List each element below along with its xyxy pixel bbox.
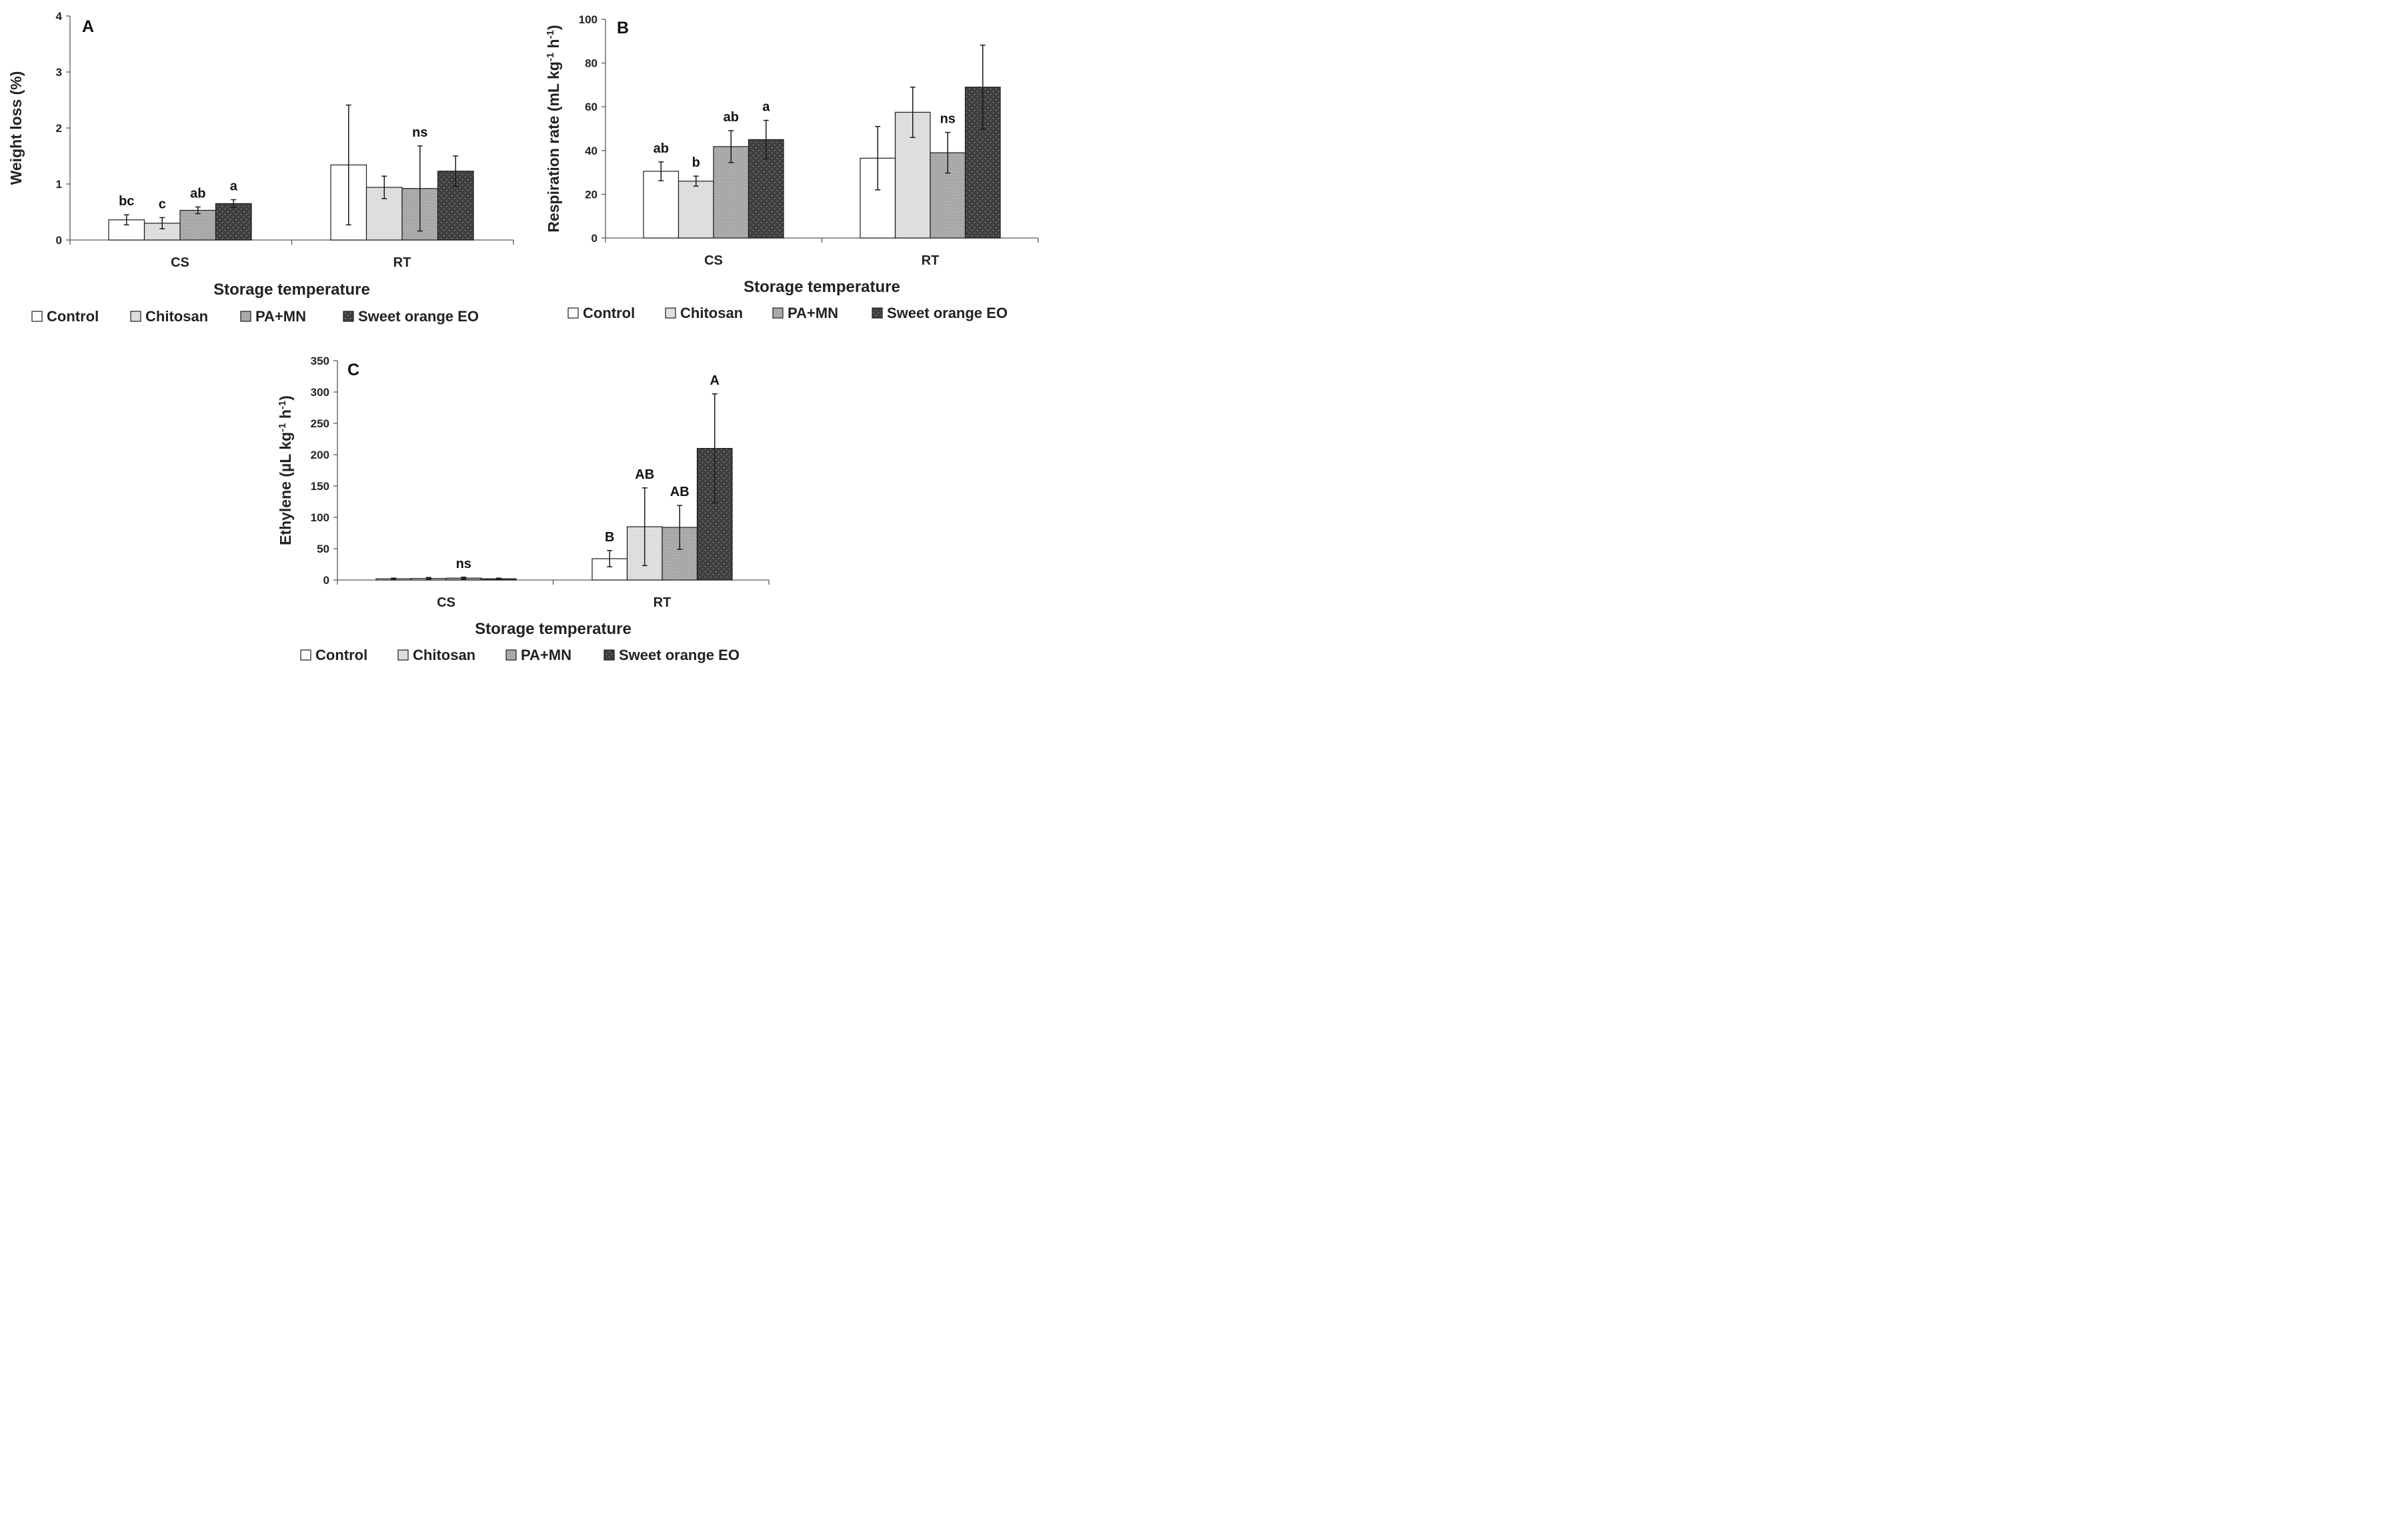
significance-letter: AB	[635, 467, 654, 482]
significance-letter: c	[159, 197, 166, 211]
legend-label: Control	[315, 647, 367, 663]
legend-swatch	[343, 311, 354, 322]
y-tick-label: 80	[585, 57, 597, 70]
significance-letter: AB	[670, 485, 690, 499]
legend-swatch	[397, 649, 409, 661]
legend-swatch	[665, 307, 676, 319]
significance-letter: ab	[724, 110, 739, 125]
y-tick-label: 100	[311, 511, 329, 524]
legend-label: Sweet orange EO	[358, 308, 479, 325]
legend-label: Sweet orange EO	[619, 647, 740, 663]
y-tick-label: 1	[56, 178, 62, 191]
significance-letter: b	[692, 155, 700, 170]
legend-label: Chitosan	[680, 305, 743, 321]
category-label: RT	[922, 253, 940, 268]
y-tick-label: 150	[311, 480, 329, 493]
category-label: CS	[704, 253, 723, 268]
bar-cs-3	[748, 139, 784, 239]
legend-label: Control	[47, 308, 99, 325]
legend-swatch	[505, 649, 517, 661]
legend-label: PA+MN	[521, 647, 571, 663]
significance-letter: ab	[654, 141, 669, 156]
y-tick-label: 100	[579, 13, 597, 26]
y-tick-label: 2	[56, 122, 62, 135]
legend-label: Sweet orange EO	[887, 305, 1008, 321]
y-tick-label: 4	[56, 10, 63, 23]
y-tick-label: 0	[591, 232, 597, 245]
y-tick-label: 50	[317, 543, 329, 555]
legend-label: PA+MN	[788, 305, 838, 321]
legend-swatch	[240, 311, 251, 322]
significance-letter: ns	[412, 125, 427, 140]
x-axis-title: Storage temperature	[213, 281, 370, 299]
legend-label: Chitosan	[413, 647, 475, 663]
category-label: RT	[654, 595, 672, 610]
bar-cs-1	[678, 181, 714, 239]
chart-panel-a: 0 1 2 3 4 CS RT bc c ab a ns A Storage temperature Wei…	[7, 10, 514, 325]
chart-panel-c: 0 50 100 150 200 250 300 350 CS RT ns B AB AB A C Storag…	[277, 355, 770, 663]
legend-swatch	[130, 311, 141, 322]
legend-swatch	[31, 311, 43, 322]
y-tick-label: 0	[56, 234, 62, 247]
significance-letter: a	[762, 100, 770, 115]
panel-label: A	[82, 17, 94, 36]
y-tick-label: 350	[311, 355, 329, 367]
bar-cs-0	[643, 171, 680, 239]
y-tick-label: 60	[585, 101, 597, 113]
significance-letter: A	[710, 373, 720, 388]
significance-letter: ns	[940, 112, 956, 127]
significance-letter: bc	[119, 194, 134, 209]
significance-letter: ns	[456, 557, 471, 571]
y-tick-label: 20	[585, 188, 597, 201]
bar-cs-3	[215, 203, 252, 241]
y-axis-title: Weight loss (%)	[7, 71, 25, 185]
significance-letter: B	[605, 530, 614, 545]
y-tick-label: 40	[585, 145, 597, 157]
significance-letter: ab	[190, 186, 205, 201]
significance-letter: a	[230, 179, 238, 194]
legend-label: Chitosan	[145, 308, 208, 325]
x-axis-title: Storage temperature	[744, 278, 900, 296]
legend-label: PA+MN	[255, 308, 306, 325]
y-axis-title: Respiration rate (mL kg-1 h-1)	[545, 25, 563, 232]
panel-label: B	[617, 19, 629, 37]
y-tick-label: 0	[323, 574, 329, 587]
legend-swatch	[872, 307, 883, 319]
y-tick-label: 300	[311, 386, 329, 399]
x-axis-title: Storage temperature	[475, 620, 632, 638]
chart-panel-b: 0 20 40 60 80 100 CS RT ab b ab a ns B Storage tempera…	[545, 13, 1039, 321]
legend-swatch	[567, 307, 579, 319]
legend-swatch	[772, 307, 784, 319]
y-tick-label: 200	[311, 449, 329, 461]
legend-swatch	[604, 649, 615, 661]
legend-swatch	[300, 649, 311, 661]
y-tick-label: 250	[311, 417, 329, 430]
y-axis-title: Ethylene (µL kg-1 h-1)	[277, 395, 295, 545]
legend-label: Control	[583, 305, 635, 321]
category-label: RT	[393, 255, 411, 270]
bar-cs-2	[179, 209, 217, 241]
category-label: CS	[171, 255, 189, 270]
y-tick-label: 3	[56, 66, 62, 79]
category-label: CS	[437, 595, 455, 610]
panel-label: C	[347, 361, 359, 379]
